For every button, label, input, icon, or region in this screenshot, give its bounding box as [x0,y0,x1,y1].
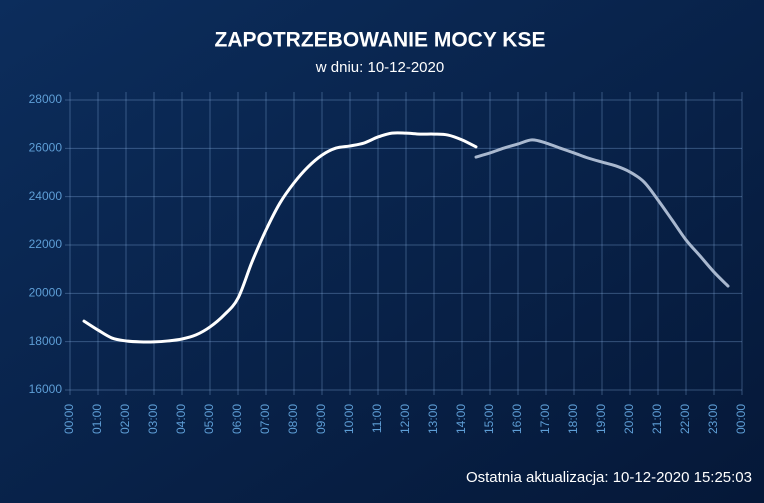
x-tick-label: 14:00 [454,404,468,434]
y-tick-label: 24000 [29,189,63,203]
y-tick-label: 18000 [29,334,63,348]
y-tick-label: 28000 [29,92,63,106]
footer: Ostatnia aktualizacja: 10-12-2020 15:25:… [466,469,752,486]
x-tick-label: 04:00 [174,404,188,434]
x-tick-label: 15:00 [482,404,496,434]
x-tick-label: 09:00 [314,404,328,434]
chart-subtitle: w dniu: 10-12-2020 [315,59,444,76]
x-tick-label: 10:00 [342,404,356,434]
series-line [82,131,478,344]
x-tick-label: 17:00 [538,404,552,434]
x-tick-label: 13:00 [426,404,440,434]
x-tick-label: 20:00 [622,404,636,434]
x-tick-label: 23:00 [706,404,720,434]
x-tick-label: 03:00 [146,404,160,434]
y-tick-label: 20000 [29,286,63,300]
y-tick-label: 16000 [29,382,63,396]
x-tick-label: 00:00 [62,404,76,434]
x-tick-label: 05:00 [202,404,216,434]
x-tick-label: 02:00 [118,404,132,434]
series-line [474,138,730,288]
x-tick-label: 11:00 [370,404,384,433]
x-tick-label: 00:00 [734,404,748,434]
x-tick-label: 22:00 [678,404,692,434]
x-tick-label: 16:00 [510,404,524,434]
x-tick-label: 12:00 [398,404,412,434]
x-tick-label: 19:00 [594,404,608,434]
x-tick-label: 01:00 [90,404,104,434]
x-tick-label: 07:00 [258,404,272,434]
y-tick-label: 22000 [29,237,63,251]
x-tick-label: 21:00 [650,404,664,434]
x-tick-label: 06:00 [230,404,244,434]
y-tick-label: 26000 [29,141,63,155]
chart-title: ZAPOTRZEBOWANIE MOCY KSE [215,29,546,52]
x-tick-label: 18:00 [566,404,580,434]
x-tick-label: 08:00 [286,404,300,434]
